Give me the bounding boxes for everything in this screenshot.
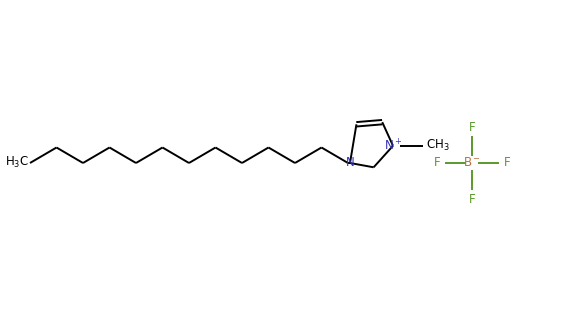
Text: H$_3$C: H$_3$C <box>5 155 29 170</box>
Text: N: N <box>346 156 354 170</box>
Text: F: F <box>469 192 475 206</box>
Text: F: F <box>469 120 475 134</box>
Text: B$^-$: B$^-$ <box>463 156 481 170</box>
Text: F: F <box>504 156 510 170</box>
Text: CH$_3$: CH$_3$ <box>426 138 450 153</box>
Text: F: F <box>433 156 440 170</box>
Text: N$^+$: N$^+$ <box>383 138 402 153</box>
